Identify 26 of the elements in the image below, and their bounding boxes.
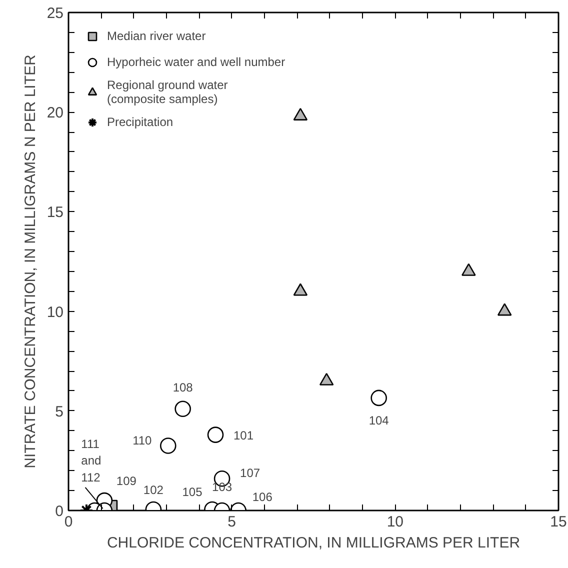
annotation: 102 [143,483,164,498]
y-tick-label: 15 [46,204,64,222]
y-tick-label: 25 [46,5,64,22]
annotation: 104 [368,413,390,428]
y-tick-label: 20 [46,104,64,122]
x-tick-label: 10 [386,514,404,530]
x-tick-label: 5 [228,514,236,530]
annotation: 106 [252,490,273,504]
legend-label: Regional ground water (composite samples) [107,78,228,106]
y-tick-label: 10 [46,304,64,321]
x-axis-title: CHLORIDE CONCENTRATION, IN MILLIGRAMS PER LITER [106,534,520,552]
legend-label: Hyporheic water and well number [107,55,286,69]
x-tick-label: 15 [550,514,567,530]
annotation: 107 [240,466,260,480]
annotation: 105 [182,485,203,500]
legend-label: Precipitation [107,115,174,129]
annotation: 103 [212,480,232,494]
annotation: 108 [172,380,194,394]
annotation: 101 [233,428,254,442]
annotation: 111 and 112 [81,436,102,484]
y-tick-label: 5 [55,403,64,420]
annotation: 109 [116,474,137,488]
annotation: 110 [132,433,152,448]
y-axis-title: NITRATE CONCENTRATION, IN MILLIGRAMS N PER LITER [22,54,39,468]
y-tick-label: 0 [55,503,64,520]
legend-label: Median river water [107,29,206,43]
